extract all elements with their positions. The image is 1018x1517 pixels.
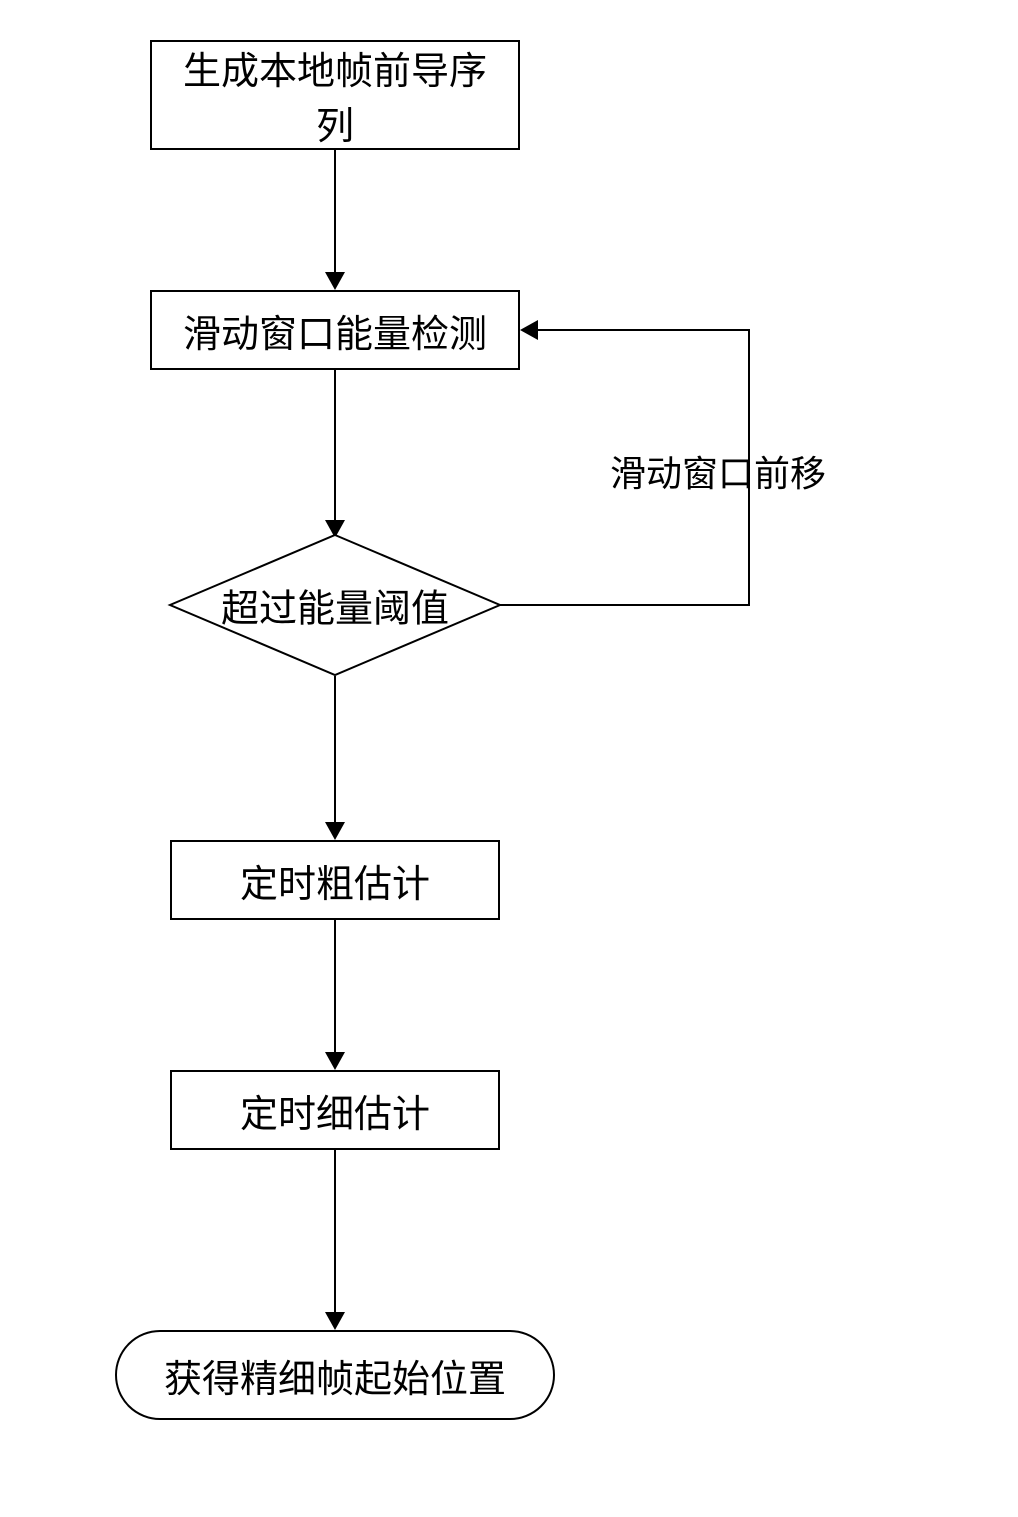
node-sliding-window-label: 滑动窗口能量检测 — [183, 303, 487, 358]
node-coarse-timing: 定时粗估计 — [170, 840, 500, 920]
arrow-4-5-line — [334, 920, 336, 1052]
node-generate-preamble: 生成本地帧前导序 列 — [150, 40, 520, 150]
arrow-3-4-line — [334, 676, 336, 822]
node-result-label: 获得精细帧起始位置 — [164, 1348, 506, 1403]
arrow-5-6-line — [334, 1150, 336, 1312]
arrow-1-2-head — [325, 272, 345, 290]
arrow-5-6-head — [325, 1312, 345, 1330]
feedback-line-h-out — [500, 604, 750, 606]
arrow-3-4-head — [325, 822, 345, 840]
node-generate-preamble-line1: 生成本地帧前导序 — [183, 40, 487, 95]
node-threshold-decision: 超过能量阈值 — [215, 555, 455, 655]
node-threshold-label: 超过能量阈值 — [221, 578, 449, 633]
node-frame-start-result: 获得精细帧起始位置 — [115, 1330, 555, 1420]
feedback-label: 滑动窗口前移 — [610, 445, 826, 497]
feedback-arrow-head — [520, 320, 538, 340]
arrow-1-2-line — [334, 150, 336, 272]
node-coarse-label: 定时粗估计 — [240, 853, 430, 908]
feedback-line-h-in — [538, 329, 750, 331]
node-fine-timing: 定时细估计 — [170, 1070, 500, 1150]
node-sliding-window-detection: 滑动窗口能量检测 — [150, 290, 520, 370]
flowchart-container: 生成本地帧前导序 列 滑动窗口能量检测 超过能量阈值 滑动窗口前移 定时粗估计 — [0, 0, 1018, 1517]
node-generate-preamble-line2: 列 — [183, 95, 487, 150]
node-fine-label: 定时细估计 — [240, 1083, 430, 1138]
arrow-2-3-line — [334, 370, 336, 520]
arrow-4-5-head — [325, 1052, 345, 1070]
